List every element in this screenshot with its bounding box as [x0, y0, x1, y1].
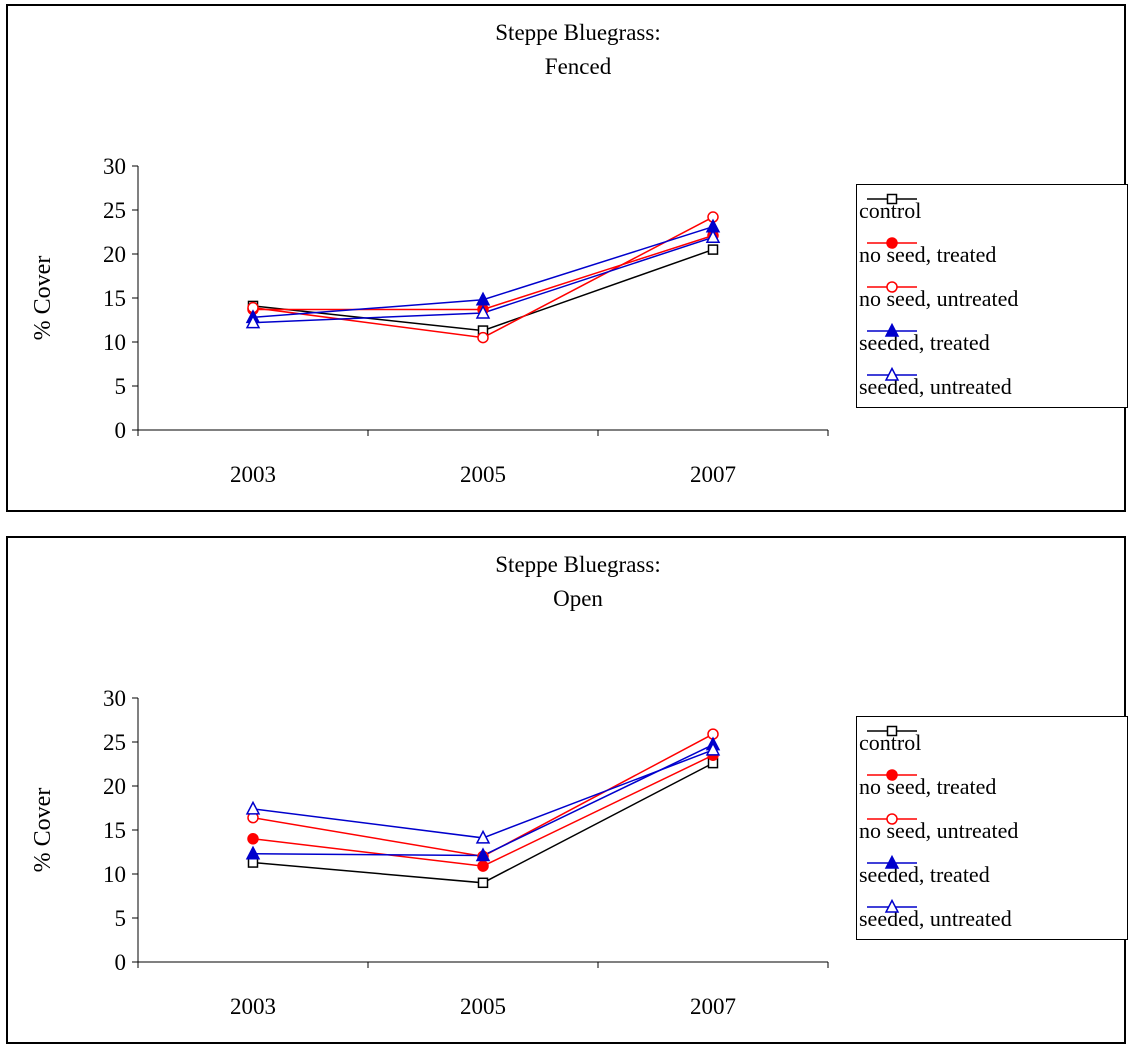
- y-axis-label: % Cover: [30, 256, 56, 341]
- y-tick-label: 25: [103, 198, 126, 223]
- legend-marker: [886, 237, 898, 249]
- legend-label: seeded, untreated: [859, 906, 1012, 931]
- line-chart-open: 0 5 10 15 20 25 30 2003 2005 2007 % Cover: [30, 686, 829, 1019]
- legend: control no seed, treated no seed, untreate…: [856, 716, 1128, 940]
- y-tick-label: 30: [103, 154, 126, 179]
- chart-title-line: Steppe Bluegrass:: [495, 552, 661, 577]
- x-tick-label: 2005: [460, 462, 506, 487]
- y-tick-label: 10: [103, 330, 126, 355]
- legend-swatch: [867, 322, 917, 337]
- x-tick-label: 2007: [690, 994, 736, 1019]
- chart-subtitle: Fenced: [544, 54, 612, 79]
- legend-marker: [886, 725, 898, 737]
- y-tick-label: 0: [115, 418, 127, 443]
- legend-marker: [886, 769, 898, 781]
- chart-panel-open: Steppe Bluegrass: Open 0 5 10 15 20 25 30 2003 2…: [6, 536, 1128, 1044]
- x-tick-label: 2003: [230, 994, 276, 1019]
- legend-label: seeded, treated: [859, 330, 990, 355]
- legend-swatch: [867, 237, 917, 249]
- y-tick-label: 5: [115, 374, 127, 399]
- x-tick-label: 2005: [460, 994, 506, 1019]
- data-point: [245, 800, 261, 815]
- legend-item: no seed, treated: [857, 233, 1125, 277]
- data-point: [477, 860, 489, 872]
- legend-marker: [884, 322, 900, 337]
- y-tick-label: 25: [103, 730, 126, 755]
- legend-swatch: [867, 366, 917, 381]
- legend-marker: [886, 813, 898, 825]
- data-point: [475, 291, 491, 306]
- legend-swatch: [867, 813, 917, 825]
- y-tick-label: 15: [103, 818, 126, 843]
- data-point: [477, 877, 489, 889]
- legend-item: seeded, untreated: [857, 365, 1125, 409]
- legend-label: no seed, untreated: [859, 286, 1019, 311]
- chart-title: Steppe Bluegrass: Open: [308, 548, 848, 616]
- legend-item: no seed, untreated: [857, 809, 1125, 853]
- legend-item: no seed, untreated: [857, 277, 1125, 321]
- legend-swatch: [867, 193, 917, 205]
- data-point: [475, 847, 491, 862]
- legend-swatch: [867, 769, 917, 781]
- x-tick-label: 2003: [230, 462, 276, 487]
- data-point: [705, 229, 721, 244]
- legend-item: seeded, treated: [857, 321, 1125, 365]
- legend-marker: [884, 898, 900, 913]
- legend-label: no seed, untreated: [859, 818, 1019, 843]
- legend-swatch: [867, 281, 917, 293]
- legend-item: seeded, untreated: [857, 897, 1125, 941]
- legend-item: no seed, treated: [857, 765, 1125, 809]
- y-tick-label: 15: [103, 286, 126, 311]
- legend-marker: [884, 366, 900, 381]
- data-point: [475, 304, 491, 319]
- y-tick-label: 0: [115, 950, 127, 975]
- x-tick-label: 2007: [690, 462, 736, 487]
- legend-item: control: [857, 721, 1125, 765]
- data-point: [247, 833, 259, 845]
- line-chart-fenced: 0 5 10 15 20 25 30 2003 2005 2007 % Cover: [30, 154, 829, 487]
- chart-subtitle: Open: [553, 586, 603, 611]
- legend-item: seeded, treated: [857, 853, 1125, 897]
- legend-marker: [886, 281, 898, 293]
- data-point: [477, 331, 489, 344]
- data-point: [707, 244, 719, 255]
- legend-swatch: [867, 854, 917, 869]
- chart-title: Steppe Bluegrass: Fenced: [308, 16, 848, 84]
- legend-label: no seed, treated: [859, 774, 997, 799]
- legend-marker: [886, 193, 898, 205]
- legend-label: seeded, treated: [859, 862, 990, 887]
- chart-panel-fenced: Steppe Bluegrass: Fenced 0 5 10 15 20 25 30 200…: [6, 4, 1128, 512]
- data-point: [475, 829, 491, 844]
- data-point: [705, 741, 721, 756]
- legend-swatch: [867, 725, 917, 737]
- y-tick-label: 5: [115, 906, 127, 931]
- legend-marker: [884, 854, 900, 869]
- y-axis-label: % Cover: [30, 788, 56, 873]
- data-point: [245, 314, 261, 329]
- data-point: [245, 845, 261, 860]
- chart-title-line: Steppe Bluegrass:: [495, 20, 661, 45]
- legend-label: no seed, treated: [859, 242, 997, 267]
- y-tick-label: 10: [103, 862, 126, 887]
- legend-label: seeded, untreated: [859, 374, 1012, 399]
- y-tick-label: 30: [103, 686, 126, 711]
- legend: control no seed, treated no seed, untreate…: [856, 184, 1128, 408]
- series-line: [252, 749, 714, 839]
- y-tick-label: 20: [103, 774, 126, 799]
- legend-item: control: [857, 189, 1125, 233]
- y-tick-label: 20: [103, 242, 126, 267]
- legend-swatch: [867, 898, 917, 913]
